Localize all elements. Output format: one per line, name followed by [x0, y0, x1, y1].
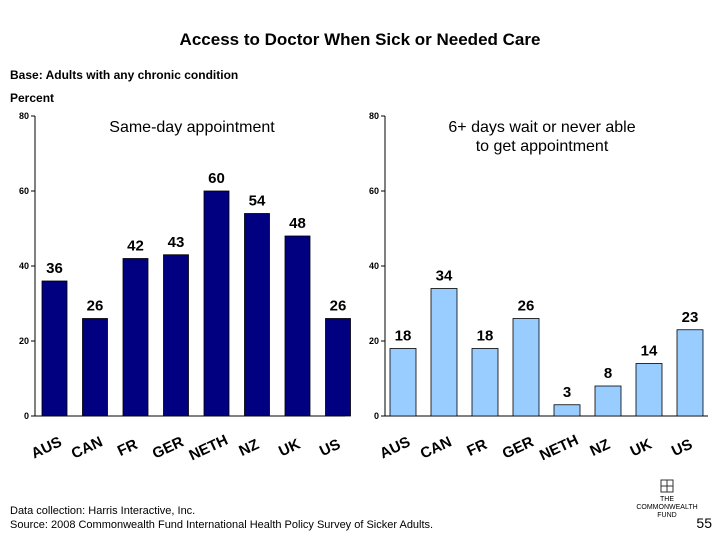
chart-title: Same-day appointment [109, 119, 275, 136]
x-tick-label: CAN [69, 433, 106, 462]
data-label: 42 [127, 238, 144, 255]
y-tick-label: 60 [369, 186, 379, 196]
data-label: 26 [518, 298, 535, 315]
data-label: 54 [249, 193, 266, 210]
data-label: 60 [208, 170, 225, 187]
data-label: 14 [641, 343, 658, 360]
x-tick-label: GER [500, 433, 537, 462]
footer-source: Source: 2008 Commonwealth Fund Internati… [10, 519, 434, 531]
bar-uk [635, 363, 663, 417]
bar-uk [284, 235, 311, 417]
y-tick-label: 40 [369, 261, 379, 271]
bar-aus [41, 280, 68, 417]
bar-neth [203, 190, 230, 417]
chart-panel-2: 0 20 40 60 80 6+ days wait or never able to ge… [369, 111, 708, 464]
y-tick-label: 0 [374, 411, 379, 421]
x-tick-label: GER [150, 433, 187, 462]
bar-neth [553, 404, 581, 417]
commonwealth-fund-logo: THE COMMONWEALTH FUND [622, 478, 712, 520]
data-label: 18 [477, 328, 494, 345]
bar-nz [594, 385, 622, 417]
x-tick-label: AUS [377, 434, 413, 463]
data-label: 36 [46, 260, 63, 277]
y-tick-label: 20 [19, 336, 29, 346]
bar-fr [122, 258, 149, 417]
data-label: 34 [436, 268, 453, 285]
bar-ger [163, 254, 189, 417]
data-label: 26 [87, 298, 104, 315]
chart-title: to get appointment [476, 138, 609, 155]
x-tick-label: CAN [418, 433, 455, 462]
chart-title: 6+ days wait or never able [448, 119, 635, 136]
x-tick-label: UK [628, 436, 655, 461]
x-tick-label: NETH [186, 432, 230, 465]
x-tick-label: NZ [236, 436, 261, 460]
x-tick-label: NETH [537, 432, 581, 465]
y-tick-label: 40 [19, 261, 29, 271]
x-tick-label: NZ [587, 436, 612, 460]
data-label: 8 [604, 365, 612, 382]
data-label: 48 [289, 215, 306, 232]
x-tick-label: AUS [29, 434, 65, 463]
y-tick-label: 80 [369, 111, 379, 121]
y-tick-label: 60 [19, 186, 29, 196]
bar-us [676, 329, 704, 417]
x-tick-label: FR [464, 436, 489, 460]
data-label: 43 [168, 234, 185, 251]
y-tick-label: 80 [19, 111, 29, 121]
page-number: 55 [696, 515, 712, 531]
bar-fr [471, 348, 499, 417]
x-tick-label: FR [115, 436, 140, 460]
chart-panel-1: 0 20 40 60 80 Same-day appointment 36 AUS 26 CAN 4… [19, 111, 351, 464]
data-label: 18 [395, 328, 412, 345]
x-tick-label: UK [276, 436, 303, 461]
seal-icon [660, 479, 674, 493]
bar-aus [389, 348, 417, 417]
base-note: Base: Adults with any chronic condition [10, 68, 239, 82]
bar-us [325, 318, 351, 417]
bar-nz [244, 213, 270, 417]
bar-can [430, 288, 458, 417]
unit-label: Percent [10, 91, 55, 105]
y-tick-label: 0 [24, 411, 29, 421]
footer-data-collection: Data collection: Harris Interactive, Inc… [10, 505, 196, 517]
page-title: Access to Doctor When Sick or Needed Car… [179, 30, 541, 49]
data-label: 23 [682, 309, 699, 326]
y-tick-label: 20 [369, 336, 379, 346]
bar-ger [512, 318, 540, 417]
data-label: 26 [330, 298, 347, 315]
logo-text: THE COMMONWEALTH FUND [636, 496, 698, 519]
x-tick-label: US [317, 436, 343, 460]
x-tick-label: US [669, 436, 695, 460]
bar-can [82, 318, 108, 417]
data-label: 3 [563, 384, 571, 401]
